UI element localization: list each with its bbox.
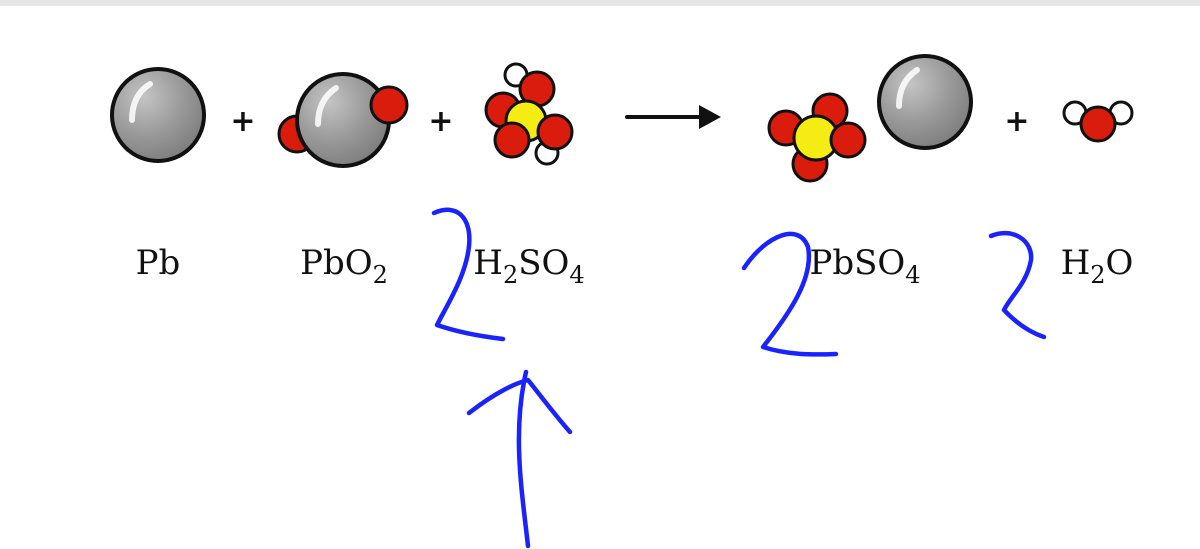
oxygen-atom: [536, 113, 574, 151]
plus-sign: +: [1004, 104, 1029, 139]
handwritten-coefficient-2: [988, 230, 1047, 340]
formula-pb: Pb: [136, 243, 181, 283]
reaction-arrow: [625, 105, 721, 129]
atom-highlight: [129, 81, 153, 123]
atom-highlight: [896, 67, 920, 109]
oxygen-atom: [493, 121, 531, 159]
handwritten-coefficient-2: [431, 207, 506, 342]
formula-h2o: H2O: [1061, 243, 1134, 289]
lead-atom: [877, 54, 973, 150]
plus-sign: +: [230, 104, 255, 139]
top-divider: [0, 0, 1200, 6]
pbso4-molecule-model: [767, 54, 973, 183]
h2so4-molecule-model: [484, 62, 574, 166]
oxygen-atom: [369, 85, 409, 125]
lead-atom: [110, 67, 206, 163]
pb-atom-model: [110, 67, 206, 163]
pbo2-molecule-model: [277, 72, 409, 168]
formula-h2so4: H2SO4: [473, 243, 584, 289]
atom-highlight: [315, 85, 339, 127]
plus-sign: +: [428, 104, 453, 139]
formula-pbso4: PbSO4: [809, 243, 920, 289]
oxygen-atom: [829, 121, 867, 159]
h2o-molecule-model: [1062, 100, 1134, 143]
formula-pbo2: PbO2: [300, 243, 388, 289]
handwritten-up-arrow: [466, 369, 573, 549]
handwritten-coefficient-2: [741, 231, 839, 357]
oxygen-atom: [1079, 105, 1117, 143]
lead-atom: [295, 72, 391, 168]
